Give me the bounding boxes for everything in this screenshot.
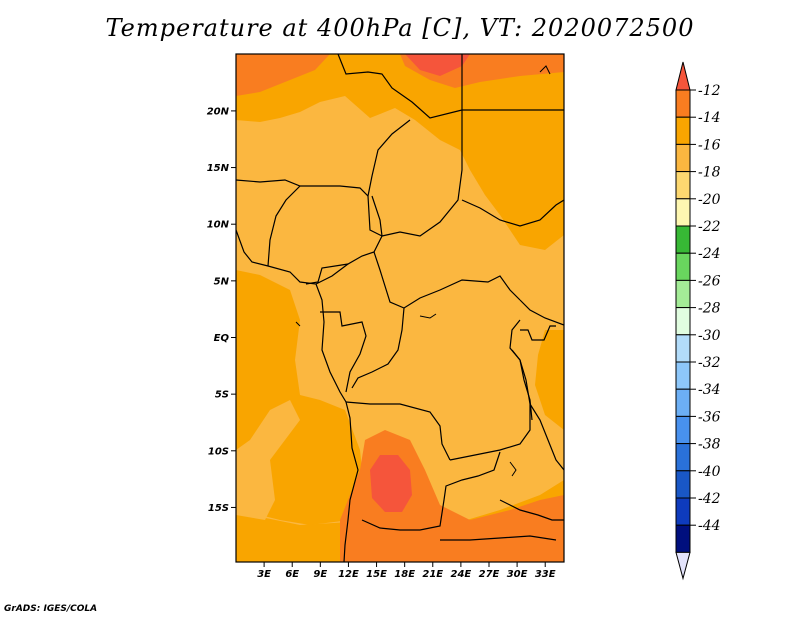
colorbar-label: -38: [698, 437, 721, 453]
x-axis: 3E 6E 9E 12E 15E 18E 21E 24E 27E 30E 33E: [257, 562, 556, 580]
lakes-and-islands: [295, 65, 551, 477]
y-tick-label: 5N: [214, 276, 230, 287]
field-ne-minus-12: [405, 54, 470, 76]
y-axis: 20N 15N 10N 5N EQ 5S 10S 15S: [207, 106, 236, 514]
colorbar-swatch: [675, 307, 691, 336]
colorbar-swatch: [675, 143, 691, 173]
field-angola-minus-12: [370, 455, 412, 512]
colorbar-label: -30: [698, 328, 721, 344]
colorbar-bottom-triangle: [675, 551, 691, 581]
x-tick-label: 3E: [257, 569, 271, 580]
x-tick-label: 33E: [535, 569, 556, 580]
y-tick-label: 5S: [215, 390, 229, 401]
map-frame: [235, 53, 565, 563]
colorbar-swatch: [675, 171, 691, 200]
colorbar-swatch: [675, 388, 691, 417]
colorbar-swatch: [675, 225, 691, 254]
colorbar-label: -34: [698, 382, 721, 398]
colorbar-swatch: [675, 252, 691, 281]
colorbar-swatch: [675, 89, 691, 118]
colorbar-label: -14: [698, 110, 721, 126]
colorbar-swatch: [675, 198, 691, 227]
colorbar-label: -12: [698, 83, 721, 99]
colorbar-swatch: [675, 415, 691, 445]
y-tick-label: 10S: [208, 446, 229, 457]
colorbar-swatch: [675, 361, 691, 390]
x-tick-label: 6E: [285, 569, 299, 580]
colorbar-label: -24: [698, 246, 721, 262]
x-tick-label: 9E: [313, 569, 327, 580]
colorbar-swatch: [675, 443, 691, 472]
x-tick-label: 15E: [366, 569, 387, 580]
colorbar-swatch: [675, 524, 691, 553]
field-sw-minus-16-18: [236, 400, 300, 520]
colorbar: -12 -14 -16 -18 -20 -22 -24 -26 -28 -30 -32 -34 -36 -…: [675, 61, 721, 581]
y-tick-label: 15S: [208, 503, 229, 514]
colorbar-swatch: [675, 279, 691, 309]
x-tick-label: 21E: [422, 569, 443, 580]
colorbar-swatch: [675, 497, 691, 526]
y-tick-label: 15N: [207, 163, 230, 174]
colorbar-label: -20: [698, 192, 721, 208]
colorbar-label: -32: [698, 355, 721, 371]
field-north-minus-14-16: [236, 54, 564, 250]
colorbar-top-triangle: [675, 61, 691, 91]
field-nw-minus-12-14: [236, 54, 330, 96]
colorbar-swatch: [675, 116, 691, 145]
colorbar-label: -40: [698, 464, 721, 480]
map-title: Temperature at 400hPa [C], VT: 202007250…: [105, 14, 695, 42]
x-tick-label: 18E: [394, 569, 415, 580]
colorbar-label: -18: [698, 165, 721, 181]
colorbar-label: -28: [698, 301, 721, 317]
x-tick-label: 24E: [451, 569, 472, 580]
colorbar-swatch: [675, 470, 691, 499]
colorbar-label: -36: [698, 409, 721, 425]
temperature-field: [236, 54, 564, 562]
country-borders: [236, 54, 564, 562]
x-tick-label: 30E: [507, 569, 528, 580]
colorbar-swatch: [675, 334, 691, 363]
colorbar-label: -44: [698, 518, 721, 534]
field-east-minus-14-16: [535, 330, 564, 430]
x-tick-label: 12E: [338, 569, 359, 580]
credit-label: GrADS: IGES/COLA: [4, 604, 98, 614]
x-tick-label: 27E: [479, 569, 500, 580]
y-tick-label: 20N: [207, 106, 230, 117]
colorbar-label: -26: [698, 273, 721, 289]
y-tick-label: 10N: [207, 220, 230, 231]
colorbar-label: -42: [698, 491, 721, 507]
colorbar-label: -22: [698, 219, 721, 235]
y-tick-label: EQ: [214, 333, 230, 344]
colorbar-label: -16: [698, 137, 721, 153]
